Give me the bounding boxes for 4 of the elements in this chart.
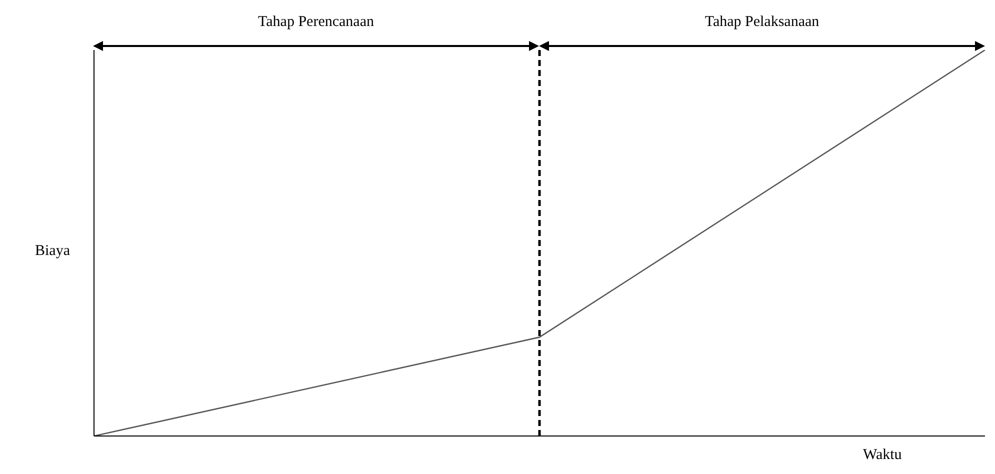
- x-axis-title: Waktu: [863, 447, 902, 464]
- text: Tahap Perencanaan: [257, 14, 375, 31]
- y-axis-title: Biaya: [35, 243, 70, 260]
- text: Tahap Pelaksanaan: [704, 14, 820, 31]
